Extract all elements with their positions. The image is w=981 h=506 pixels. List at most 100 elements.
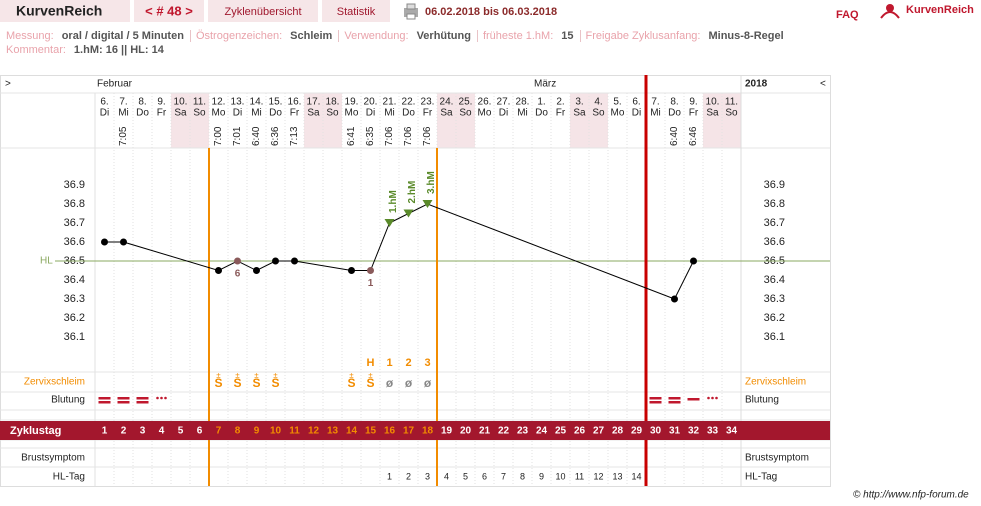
bleeding-bar — [136, 401, 149, 404]
cycle-day: 16 — [384, 426, 396, 437]
info-label: Freigabe Zyklusanfang: — [579, 30, 701, 42]
info-value: Minus-8-Regel — [708, 30, 784, 42]
weekend-shade — [323, 93, 342, 148]
point-note: 6 — [235, 269, 241, 280]
cycle-day: 34 — [726, 426, 738, 437]
bleeding-dot — [160, 396, 163, 400]
footer: © http://www.nfp-forum.de — [853, 490, 969, 501]
bleeding-dot — [164, 396, 167, 400]
cycle-day: 4 — [159, 426, 165, 437]
excluded-point — [234, 257, 241, 265]
weekend-shade — [171, 93, 190, 148]
weekend-shade — [589, 93, 608, 148]
tab-label[interactable]: Statistik — [337, 6, 376, 18]
date-day: 27. — [497, 97, 511, 108]
info-value: Verhütung — [416, 30, 471, 42]
cycle-day: 29 — [631, 426, 643, 437]
weekend-shade — [456, 93, 475, 148]
date-day: 7. — [119, 97, 127, 108]
tab-label[interactable]: Zyklenübersicht — [224, 6, 301, 18]
cycle-day: 23 — [517, 426, 529, 437]
date-weekday: Mi — [118, 108, 129, 119]
hl-day: 11 — [575, 471, 584, 481]
date-weekday: Di — [100, 108, 109, 119]
weekend-shade — [570, 93, 589, 148]
nav-next[interactable]: < — [820, 79, 826, 90]
cycle-day: 31 — [669, 426, 681, 437]
printer-icon[interactable] — [404, 3, 418, 20]
info-value: 15 — [561, 30, 574, 42]
cycle-nav[interactable]: < # 48 > — [145, 3, 193, 18]
cycle-day-band — [0, 421, 830, 440]
date-day: 11. — [193, 97, 206, 108]
y-tick-label-right: 36.6 — [764, 236, 785, 248]
cycle-day: 30 — [650, 426, 662, 437]
y-tick-label-right: 36.3 — [764, 293, 785, 305]
y-tick-label: 36.1 — [64, 331, 85, 343]
y-tick-label: 36.2 — [64, 312, 85, 324]
info-label: Messung: — [6, 30, 54, 42]
date-weekday: Di — [233, 108, 242, 119]
date-day: 14. — [250, 97, 264, 108]
cycle-tab[interactable] — [134, 0, 204, 22]
hl-day: 14 — [631, 471, 641, 481]
weekend-shade — [190, 93, 209, 148]
date-weekday: Do — [136, 108, 149, 119]
cervix-symbol: S — [366, 376, 374, 390]
brand: KurvenReich — [906, 4, 974, 16]
date-day: 23. — [421, 97, 435, 108]
cervix-symbol: S — [252, 376, 260, 390]
hl-day: 5 — [463, 471, 468, 481]
date-day: 15. — [269, 97, 283, 108]
cycle-day: 9 — [254, 426, 260, 437]
measure-time: 7:13 — [289, 126, 300, 146]
cycle-day: 22 — [498, 426, 510, 437]
cervix-mark: ± — [254, 371, 259, 380]
temperature-line — [104, 203, 694, 300]
cycle-day: 8 — [235, 426, 241, 437]
measure-time: 7:06 — [384, 126, 395, 146]
date-day: 24. — [440, 97, 454, 108]
info-value: 1.hM: 16 || HL: 14 — [73, 44, 164, 56]
info-value: oral / digital / 5 Minuten — [61, 30, 184, 42]
hm-label: 2.hM — [407, 181, 418, 204]
y-tick-label: 36.3 — [64, 293, 85, 305]
bleeding-mark — [687, 398, 700, 401]
hl-day: 9 — [539, 471, 544, 481]
bleeding-dot — [715, 396, 718, 400]
hm-marker — [403, 209, 414, 218]
nav-prev[interactable]: > — [5, 79, 11, 90]
date-day: 9. — [157, 97, 165, 108]
row-label: HL-Tag — [53, 472, 85, 483]
hl-day: 13 — [612, 471, 622, 481]
hl-day: 10 — [555, 471, 565, 481]
bleeding-bar — [668, 397, 681, 400]
date-range: 06.02.2018 bis 06.03.2018 — [425, 6, 557, 18]
cycle-day: 15 — [365, 426, 377, 437]
y-tick-label-right: 36.4 — [764, 274, 785, 286]
row-label-right: Zervixschleim — [745, 377, 806, 388]
cycle-day: 26 — [574, 426, 586, 437]
frame — [0, 75, 831, 487]
date-day: 17. — [307, 97, 321, 108]
faq-link[interactable]: FAQ — [836, 9, 859, 21]
date-weekday: Sa — [174, 108, 187, 119]
hl-day: 8 — [520, 471, 525, 481]
hm-label: 1.hM — [388, 190, 399, 213]
date-weekday: Fr — [290, 108, 300, 119]
tab[interactable] — [208, 0, 318, 22]
cycle-day: 12 — [308, 426, 320, 437]
cervix-symbol: ø — [386, 376, 394, 390]
cervix-symbol: ø — [424, 376, 432, 390]
date-day: 7. — [651, 97, 659, 108]
date-day: 6. — [100, 97, 108, 108]
date-weekday: So — [725, 108, 738, 119]
bleeding-bar — [668, 401, 681, 404]
y-tick-label-right: 36.8 — [764, 198, 785, 210]
date-day: 6. — [632, 97, 640, 108]
cervix-symbol: S — [271, 376, 279, 390]
row-label-right: HL-Tag — [745, 472, 777, 483]
tab[interactable] — [322, 0, 390, 22]
date-weekday: Sa — [307, 108, 320, 119]
date-day: 28. — [516, 97, 530, 108]
